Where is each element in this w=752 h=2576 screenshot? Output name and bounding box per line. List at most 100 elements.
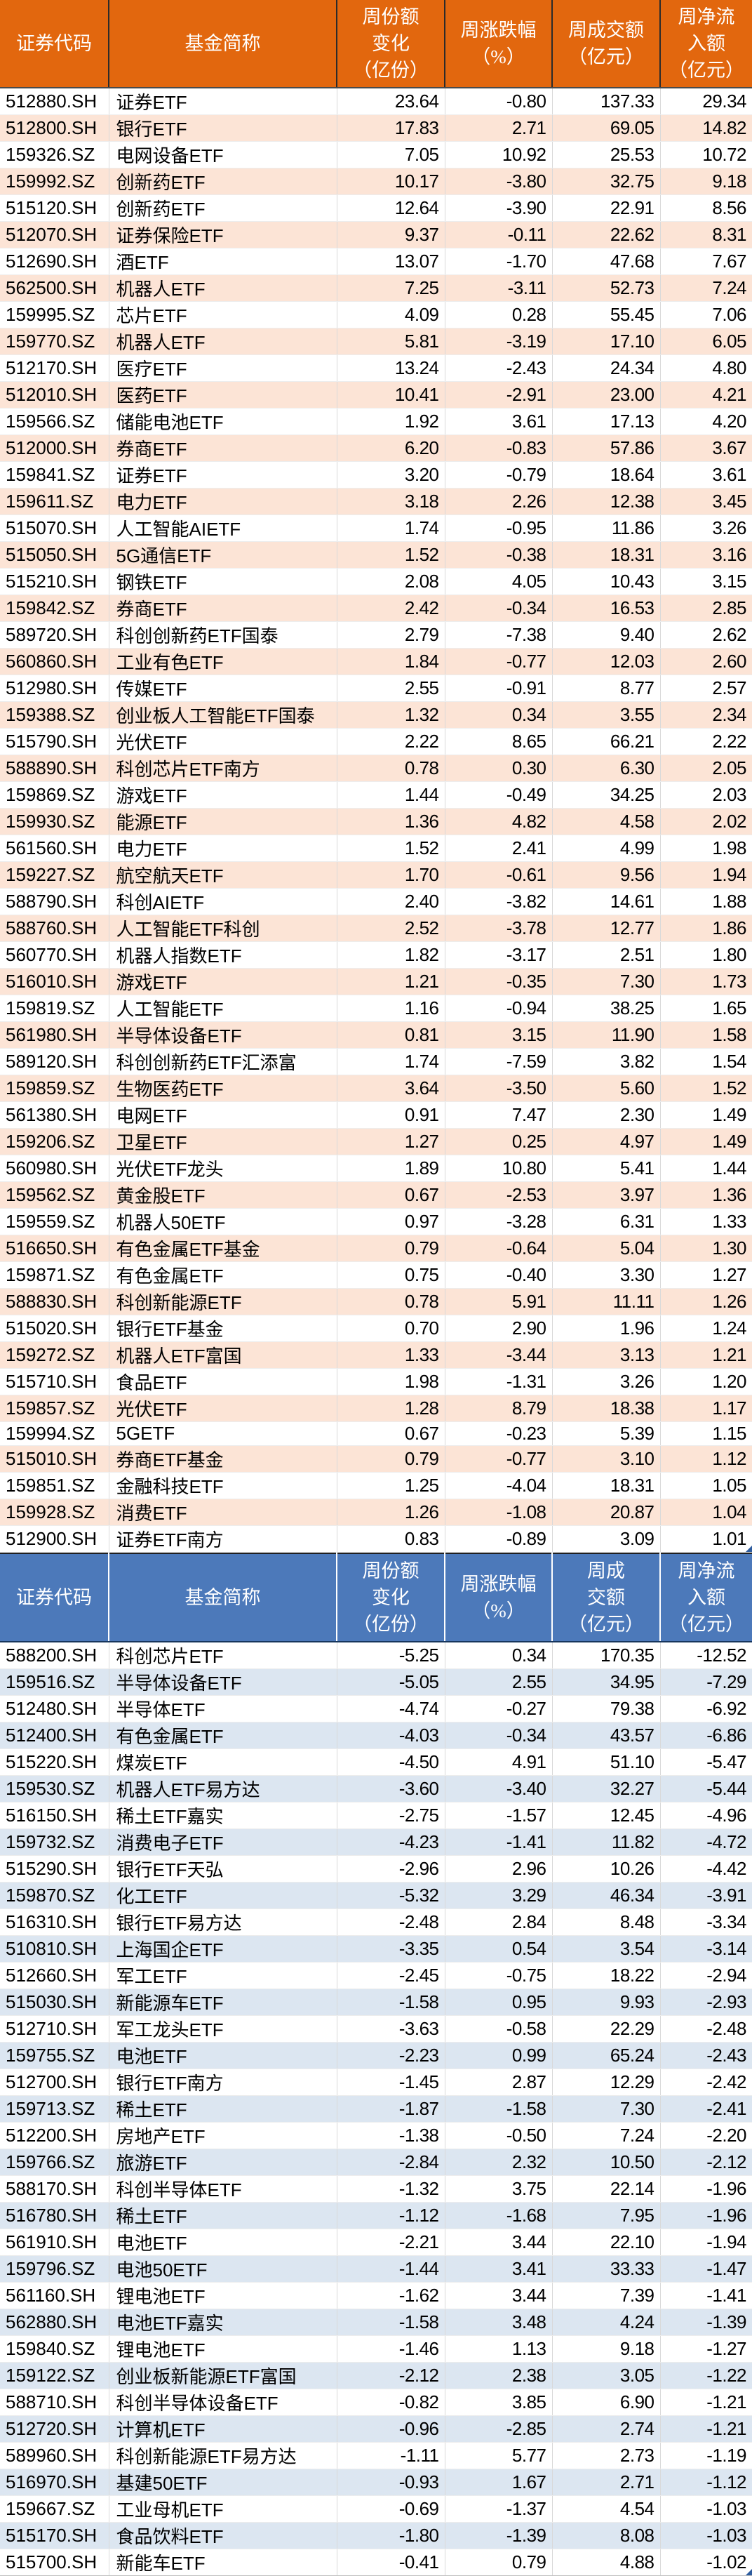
name-cell: 钢铁ETF [109,568,337,595]
net-inflow-cell: -6.92 [660,1695,752,1722]
name-cell: 上海国企ETF [109,1935,337,1963]
inflow-table-body: 512880.SH 证券ETF 23.64 -0.80 137.33 29.34 51280… [0,88,752,1553]
name-cell: 券商ETF [109,434,337,462]
turnover-cell: 3.55 [552,701,661,729]
name-cell: 稀土ETF嘉实 [109,1802,337,1829]
code-cell: 159871.SZ [0,1261,109,1289]
col-header-fund-name: 基金简称 [109,0,337,88]
pct-change-cell: -4.04 [445,1472,553,1499]
code-cell: 588760.SH [0,915,109,942]
name-cell: 传媒ETF [109,675,337,702]
name-cell: 医药ETF [109,381,337,409]
code-cell: 159841.SZ [0,461,109,489]
pct-change-cell: -3.11 [445,274,553,302]
turnover-cell: 22.29 [552,2015,661,2043]
share-change-cell: 5.81 [337,328,445,355]
table-row: 159796.SZ 电池50ETF -1.44 3.41 33.33 -1.47 [0,2255,752,2283]
net-inflow-cell: -1.21 [660,2415,752,2443]
table-row: 516970.SH 基建50ETF -0.93 1.67 2.71 -1.12 [0,2469,752,2496]
net-inflow-cell: -1.12 [660,2469,752,2496]
code-cell: 515070.SH [0,514,109,542]
pct-change-cell: 2.87 [445,2069,553,2096]
name-cell: 食品饮料ETF [109,2522,337,2549]
share-change-cell: -0.69 [337,2495,445,2523]
pct-change-cell: 2.84 [445,1908,553,1936]
pct-change-cell: -0.58 [445,2015,553,2043]
turnover-cell: 10.50 [552,2149,661,2176]
pct-change-cell: -7.38 [445,621,553,649]
net-inflow-cell: 2.02 [660,808,752,835]
pct-change-cell: 1.13 [445,2335,553,2363]
turnover-cell: 2.51 [552,941,661,969]
turnover-cell: 46.34 [552,1882,661,1909]
net-inflow-cell: 1.44 [660,1155,752,1182]
pct-change-cell: -0.49 [445,781,553,809]
share-change-cell: 12.64 [337,194,445,222]
share-change-cell: 1.33 [337,1341,445,1369]
code-cell: 560770.SH [0,941,109,969]
code-cell: 159566.SZ [0,408,109,435]
pct-change-cell: -0.77 [445,648,553,675]
share-change-cell: 1.70 [337,861,445,889]
pct-change-cell: -1.31 [445,1368,553,1395]
share-change-cell: 1.27 [337,1128,445,1155]
code-cell: 159770.SZ [0,328,109,355]
inflow-table-header: 证券代码 基金简称 周份额 变化 （亿份） 周涨跌幅 （%） 周成交额 （亿元）… [0,0,752,88]
net-inflow-cell: 8.31 [660,221,752,248]
name-cell: 券商ETF基金 [109,1445,337,1473]
share-change-cell: -2.45 [337,1962,445,1989]
table-row: 516650.SH 有色金属ETF基金 0.79 -0.64 5.04 1.30 [0,1235,752,1262]
table-row: 515710.SH 食品ETF 1.98 -1.31 3.26 1.20 [0,1368,752,1395]
share-change-cell: -3.63 [337,2015,445,2043]
share-change-cell: 0.83 [337,1525,445,1553]
table-row: 515700.SH 新能车ETF -0.41 0.79 4.88 -1.02 [0,2549,752,2576]
code-cell: 516010.SH [0,968,109,995]
pct-change-cell: -1.39 [445,2522,553,2549]
turnover-cell: 5.41 [552,1155,661,1182]
net-inflow-cell: 1.58 [660,1021,752,1049]
turnover-cell: 55.45 [552,301,661,328]
share-change-cell: -3.35 [337,1935,445,1963]
turnover-cell: 9.18 [552,2335,661,2363]
pct-change-cell: -0.91 [445,675,553,702]
turnover-cell: 7.95 [552,2202,661,2229]
name-cell: 创业板人工智能ETF国泰 [109,701,337,729]
net-inflow-cell: 1.49 [660,1128,752,1155]
table-row: 159930.SZ 能源ETF 1.36 4.82 4.58 2.02 [0,808,752,835]
table-row: 159842.SZ 券商ETF 2.42 -0.34 16.53 2.85 [0,595,752,622]
header-row: 证券代码 基金简称 周份额 变化 （亿份） 周涨跌幅 （%） 周成 交额 （亿元… [0,1553,752,1642]
name-cell: 机器人指数ETF [109,941,337,969]
inflow-table: 证券代码 基金简称 周份额 变化 （亿份） 周涨跌幅 （%） 周成交额 （亿元）… [0,0,752,1553]
table-row: 159995.SZ 芯片ETF 4.09 0.28 55.45 7.06 [0,301,752,328]
share-change-cell: 1.21 [337,968,445,995]
name-cell: 银行ETF天弘 [109,1855,337,1883]
turnover-cell: 16.53 [552,595,661,622]
share-change-cell: -2.21 [337,2229,445,2256]
net-inflow-cell: 1.33 [660,1208,752,1235]
name-cell: 5GETF [109,1421,337,1446]
pct-change-cell: -0.95 [445,514,553,542]
pct-change-cell: -3.19 [445,328,553,355]
share-change-cell: 0.78 [337,1288,445,1315]
pct-change-cell: -3.44 [445,1341,553,1369]
table-row: 159766.SZ 旅游ETF -2.84 2.32 10.50 -2.12 [0,2149,752,2176]
pct-change-cell: -3.82 [445,888,553,915]
pct-change-cell: -3.50 [445,1075,553,1102]
turnover-cell: 1.96 [552,1315,661,1342]
code-cell: 512720.SH [0,2415,109,2443]
code-cell: 588790.SH [0,888,109,915]
pct-change-cell: -0.50 [445,2122,553,2149]
name-cell: 锂电池ETF [109,2282,337,2309]
share-change-cell: 1.36 [337,808,445,835]
pct-change-cell: -1.70 [445,248,553,275]
turnover-cell: 4.88 [552,2549,661,2576]
pct-change-cell: 2.41 [445,835,553,862]
code-cell: 561160.SH [0,2282,109,2309]
pct-change-cell: -0.27 [445,1695,553,1722]
share-change-cell: -1.58 [337,1989,445,2016]
turnover-cell: 7.39 [552,2282,661,2309]
name-cell: 工业母机ETF [109,2495,337,2523]
table-row: 515210.SH 钢铁ETF 2.08 4.05 10.43 3.15 [0,568,752,595]
name-cell: 光伏ETF [109,1395,337,1422]
